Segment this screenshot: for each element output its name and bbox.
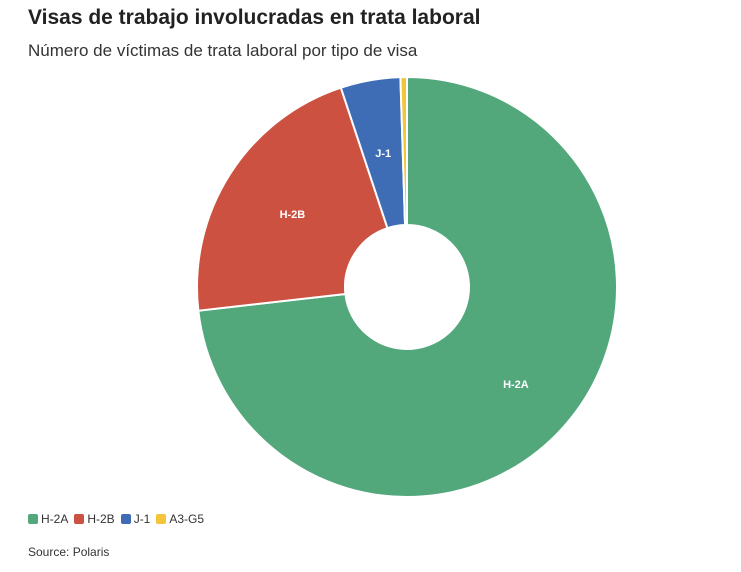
slice-label-h-2b: H-2B (280, 209, 306, 221)
legend-item-h-2b: H-2B (74, 512, 115, 526)
legend-swatch (28, 514, 38, 524)
chart-legend: H-2A H-2B J-1 A3-G5 (28, 512, 210, 526)
chart-title: Visas de trabajo involucradas en trata l… (28, 6, 481, 29)
legend-item-a3-g5: A3-G5 (156, 512, 204, 526)
slice-label-j-1: J-1 (375, 148, 391, 160)
legend-item-j-1: J-1 (120, 512, 151, 526)
legend-label: H-2B (87, 512, 115, 526)
slice-a3-g5 (399, 75, 408, 227)
legend-label: J-1 (133, 512, 151, 526)
legend-swatch (120, 514, 131, 524)
legend-item-h-2a: H-2A (28, 512, 68, 526)
slice-label-h-2a: H-2A (503, 379, 529, 391)
chart-subtitle: Número de víctimas de trata laboral por … (28, 41, 418, 60)
source-note: Source: Polaris (28, 545, 110, 559)
slice-h-2b (196, 86, 389, 312)
slice-h-2a (197, 75, 618, 498)
legend-swatch (74, 514, 85, 524)
legend-swatch (156, 514, 167, 524)
legend-label: H-2A (41, 512, 69, 526)
legend-label: A3-G5 (169, 512, 205, 526)
